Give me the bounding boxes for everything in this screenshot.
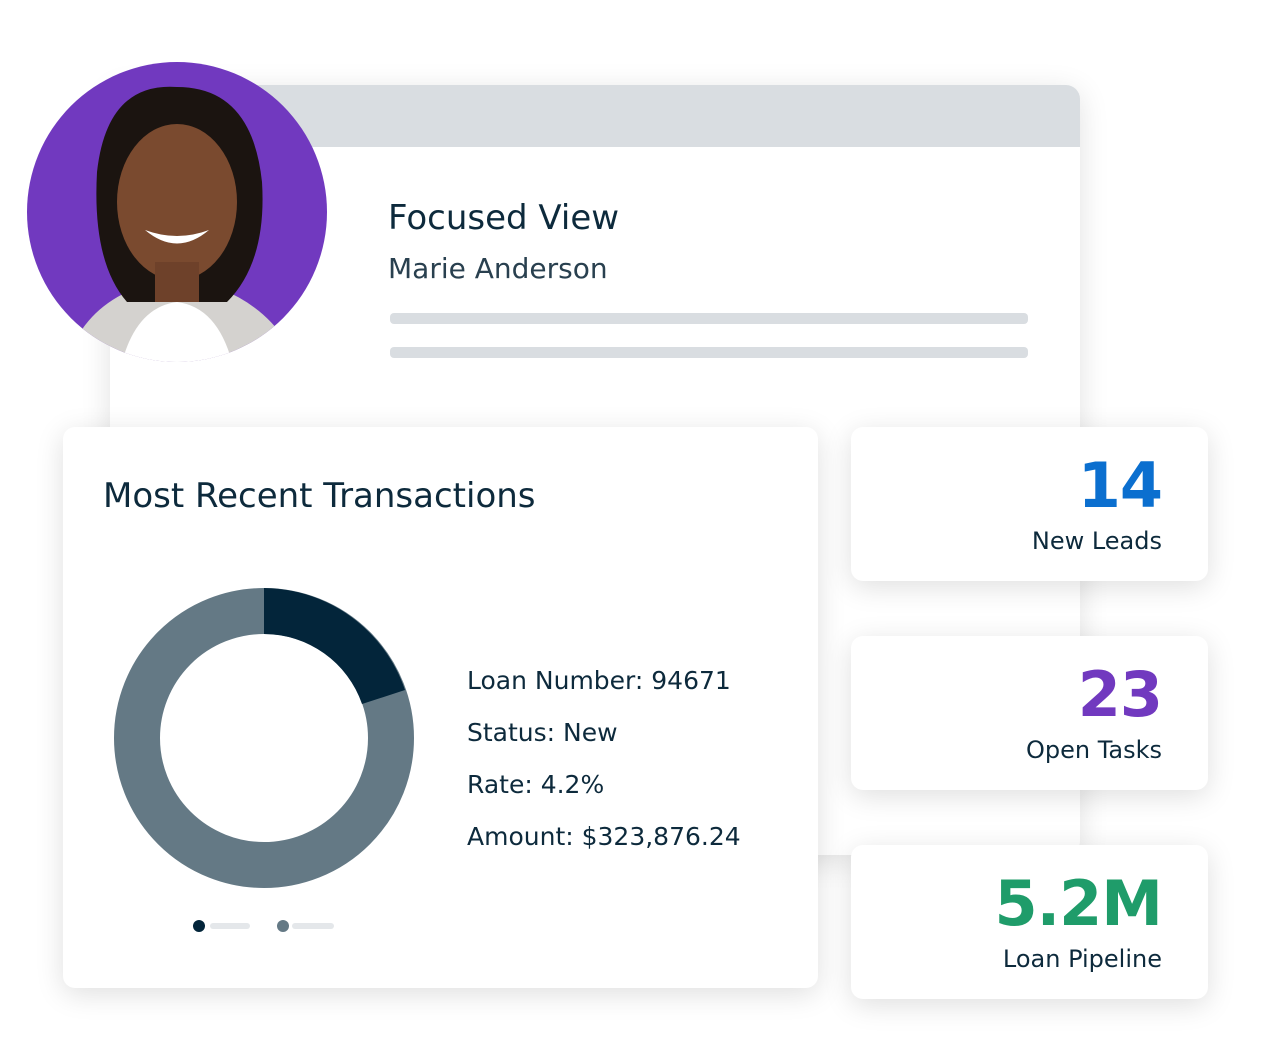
avatar (27, 62, 327, 362)
stat-label: Loan Pipeline (1002, 945, 1162, 973)
placeholder-line (390, 313, 1028, 324)
donut (114, 588, 414, 932)
stat-card: 23 Open Tasks (851, 636, 1208, 790)
transactions-card (63, 427, 818, 988)
loan-detail: Loan Number: 94671 (467, 666, 731, 695)
loan-detail: Status: New (467, 718, 618, 747)
stat-card: 5.2M Loan Pipeline (851, 845, 1208, 999)
stat-label: New Leads (1031, 527, 1162, 555)
profile-name: Marie Anderson (388, 252, 608, 285)
pager-track (210, 923, 250, 929)
stat-label: Open Tasks (1025, 736, 1162, 764)
loan-detail: Rate: 4.2% (467, 770, 605, 799)
stat-card: 14 New Leads (851, 427, 1208, 581)
stat-value: 23 (1077, 658, 1163, 731)
transactions-title: Most Recent Transactions (103, 476, 536, 516)
stat-value: 14 (1077, 449, 1163, 522)
placeholder-line (390, 347, 1028, 358)
donut-segment (264, 588, 405, 704)
pager-track (292, 923, 334, 929)
pager-dot[interactable] (277, 920, 289, 932)
loan-detail: Amount: $323,876.24 (467, 822, 741, 851)
profile-title: Focused View (388, 198, 620, 238)
stat-value: 5.2M (994, 867, 1163, 940)
pager-dot[interactable] (193, 920, 205, 932)
